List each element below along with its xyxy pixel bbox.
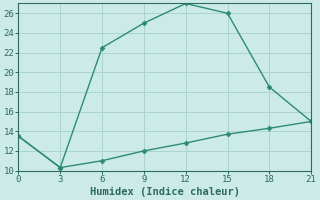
X-axis label: Humidex (Indice chaleur): Humidex (Indice chaleur) bbox=[90, 186, 240, 197]
